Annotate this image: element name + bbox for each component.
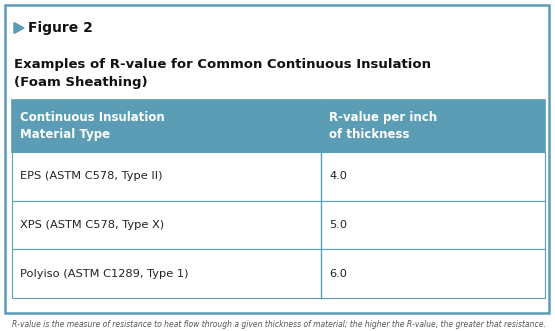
Bar <box>12 201 545 249</box>
Text: R-value is the measure of resistance to heat flow through a given thickness of m: R-value is the measure of resistance to … <box>12 320 546 329</box>
Text: EPS (ASTM C578, Type II): EPS (ASTM C578, Type II) <box>20 171 163 181</box>
Text: 5.0: 5.0 <box>329 220 347 230</box>
Bar <box>12 152 545 201</box>
Text: (Foam Sheathing): (Foam Sheathing) <box>14 76 148 89</box>
Text: Examples of R-value for Common Continuous Insulation: Examples of R-value for Common Continuou… <box>14 58 431 71</box>
Bar <box>12 100 545 152</box>
Text: Continuous Insulation
Material Type: Continuous Insulation Material Type <box>20 111 165 141</box>
Polygon shape <box>14 23 24 33</box>
Bar <box>12 249 545 298</box>
Text: Polyiso (ASTM C1289, Type 1): Polyiso (ASTM C1289, Type 1) <box>20 269 189 279</box>
Text: XPS (ASTM C578, Type X): XPS (ASTM C578, Type X) <box>20 220 164 230</box>
Text: 4.0: 4.0 <box>329 171 347 181</box>
Text: R-value per inch
of thickness: R-value per inch of thickness <box>329 111 437 141</box>
Text: Figure 2: Figure 2 <box>28 21 93 35</box>
Text: 6.0: 6.0 <box>329 269 347 279</box>
